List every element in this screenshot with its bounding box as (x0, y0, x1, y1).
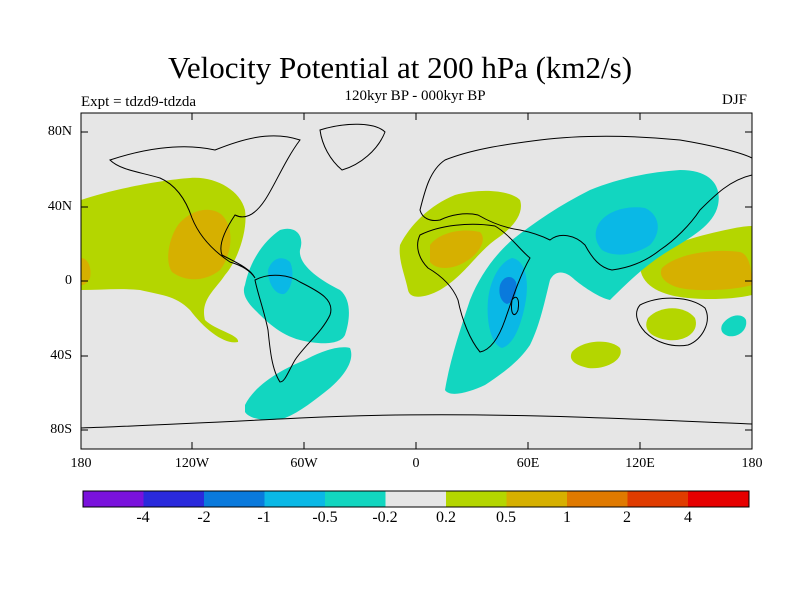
coastlines (81, 123, 752, 429)
coastline-australia (636, 297, 708, 347)
negative-region-east-asia-core (595, 207, 658, 255)
experiment-label: Expt = tdzd9-tdzda (81, 94, 197, 110)
colorbar-box-11 (688, 491, 749, 507)
colorbar-box-4 (264, 491, 325, 507)
colorbar-label: -4 (136, 509, 150, 526)
coastline-north-america (109, 135, 301, 279)
colorbar-label: 0.2 (436, 509, 456, 526)
lat-label-40n: 40N (47, 199, 72, 214)
map-title: Velocity Potential at 200 hPa (km2/s) (167, 50, 633, 85)
colorbar-label: 2 (623, 509, 631, 526)
colorbar-label: 1 (563, 509, 571, 526)
axis-ticks (81, 113, 752, 449)
negative-region-south-atlantic (245, 347, 352, 420)
colorbar-label: -0.2 (372, 509, 398, 526)
coastline-africa (417, 223, 531, 353)
negative-region-tasman (721, 315, 747, 337)
coastline-eurasia (419, 135, 752, 271)
negative-region-madagascar-core (499, 276, 517, 304)
positive-region-east-pacific-core (168, 209, 231, 280)
colorbar-label: -2 (197, 509, 211, 526)
positive-region-west-pacific-edge (81, 258, 91, 286)
coastline-greenland (319, 123, 386, 171)
coastline-madagascar (511, 296, 519, 316)
lat-label-80n: 80N (47, 124, 72, 139)
colorbar (82, 490, 750, 508)
colorbar-box-5 (325, 491, 386, 507)
negative-region-south-america-core (268, 258, 293, 295)
lon-label-60e: 60E (516, 456, 540, 471)
colorbar-box-1 (83, 491, 144, 507)
positive-region-australia (646, 308, 696, 341)
lat-label-0: 0 (65, 273, 72, 288)
lat-label-80s: 80S (50, 422, 72, 437)
colorbar-label: -1 (257, 509, 271, 526)
colorbar-box-3 (204, 491, 265, 507)
colorbar-box-2 (143, 491, 204, 507)
coastline-south-america (254, 274, 332, 383)
lon-label-120e: 120E (625, 456, 655, 471)
colorbar-box-9 (567, 491, 628, 507)
colorbar-box-6 (385, 491, 446, 507)
colorbar-box-8 (506, 491, 567, 507)
coastline-antarctica (81, 414, 752, 429)
colorbar-label: 4 (684, 509, 692, 526)
colorbar-frame (82, 490, 750, 508)
colorbar-label: 0.5 (496, 509, 516, 526)
map-subtitle: 120kyr BP - 000kyr BP (344, 88, 486, 104)
positive-region-africa-core (430, 230, 483, 268)
lon-label-60w: 60W (290, 456, 318, 471)
lon-label-180e: 180 (741, 456, 763, 471)
lat-label-40s: 40S (50, 348, 72, 363)
season-label: DJF (722, 92, 748, 108)
lon-label-180w: 180 (70, 456, 92, 471)
colorbar-box-7 (446, 491, 507, 507)
colorbar-box-10 (627, 491, 688, 507)
positive-region-west-pacific-core (660, 250, 752, 291)
colorbar-label: -0.5 (312, 509, 338, 526)
lon-label-120w: 120W (174, 456, 210, 471)
lon-label-0: 0 (412, 456, 420, 471)
positive-region-south-indian (570, 341, 621, 369)
negative-region-south-america (243, 228, 349, 344)
